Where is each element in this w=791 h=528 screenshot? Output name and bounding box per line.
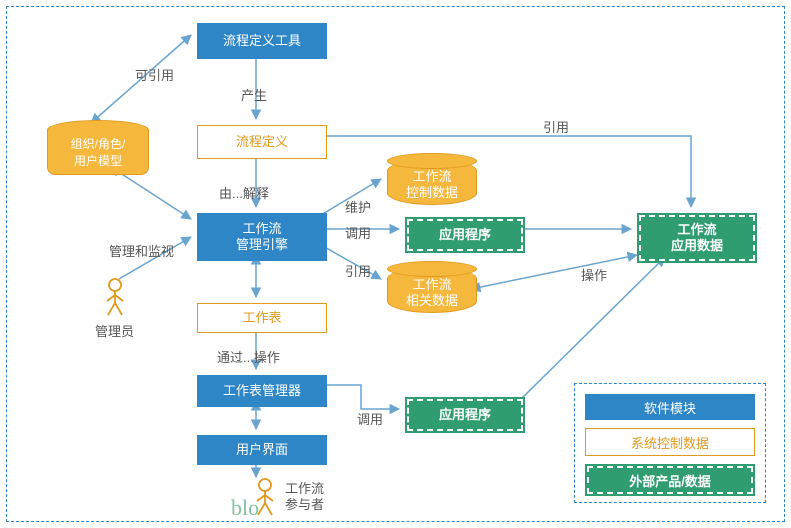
legend-item-external: 外部产品/数据 [585,464,755,496]
person-icon [101,277,129,317]
edge-label-ref: 可引用 [135,65,174,84]
diagram-canvas: 流程定义工具 流程定义 工作流 管理引擎 工作表 工作表管理器 用户界面 组织/… [6,6,785,522]
node-ui: 用户界面 [197,435,327,465]
node-work-table: 工作表 [197,303,327,333]
actor-admin-label: 管理员 [95,321,134,340]
label: 组织/角色/ 用户模型 [71,135,126,169]
node-app-data: 工作流 应用数据 [637,213,757,263]
edge-label-refuse: 引用 [345,261,371,280]
actor-participant-label: 工作流 参与者 [285,481,324,512]
label: 应用程序 [439,227,491,243]
watermark: blo [231,495,259,521]
legend-item-software: 软件模块 [585,394,755,420]
edge-label-call1: 调用 [345,223,371,242]
label: 工作流 应用数据 [671,222,723,255]
edge-label-viaop: 通过...操作 [217,347,280,366]
label: 工作流 控制数据 [387,169,477,200]
node-tool-def: 流程定义工具 [197,23,327,59]
node-ctrl-data: 工作流 控制数据 [387,159,477,205]
node-table-mgr: 工作表管理器 [197,375,327,407]
node-app2: 应用程序 [405,397,525,433]
edge-label-cite: 引用 [543,117,569,136]
node-flow-def: 流程定义 [197,125,327,159]
actor-admin [101,277,129,317]
node-rel-data: 工作流 相关数据 [387,267,477,313]
label: 工作表 [242,310,281,326]
label: 流程定义 [236,134,288,150]
edge-label-manage: 管理和监视 [109,241,174,260]
label: 流程定义工具 [223,33,301,49]
label: 应用程序 [439,407,491,423]
node-engine: 工作流 管理引擎 [197,213,327,261]
edge-label-maintain: 维护 [345,197,371,216]
label: 工作流 管理引擎 [236,221,288,254]
label: 工作表管理器 [223,383,301,399]
edge-label-call2: 调用 [357,409,383,428]
node-app1: 应用程序 [405,217,525,253]
edge-label-interpret: 由...解释 [219,183,269,202]
legend-item-sysdata: 系统控制数据 [585,428,755,456]
node-org-model: 组织/角色/ 用户模型 [47,129,149,175]
edge-label-op: 操作 [581,265,607,284]
label: 用户界面 [236,442,288,458]
label: 工作流 相关数据 [387,277,477,308]
legend: 软件模块 系统控制数据 外部产品/数据 [574,383,766,503]
edge-label-produce: 产生 [241,85,267,104]
